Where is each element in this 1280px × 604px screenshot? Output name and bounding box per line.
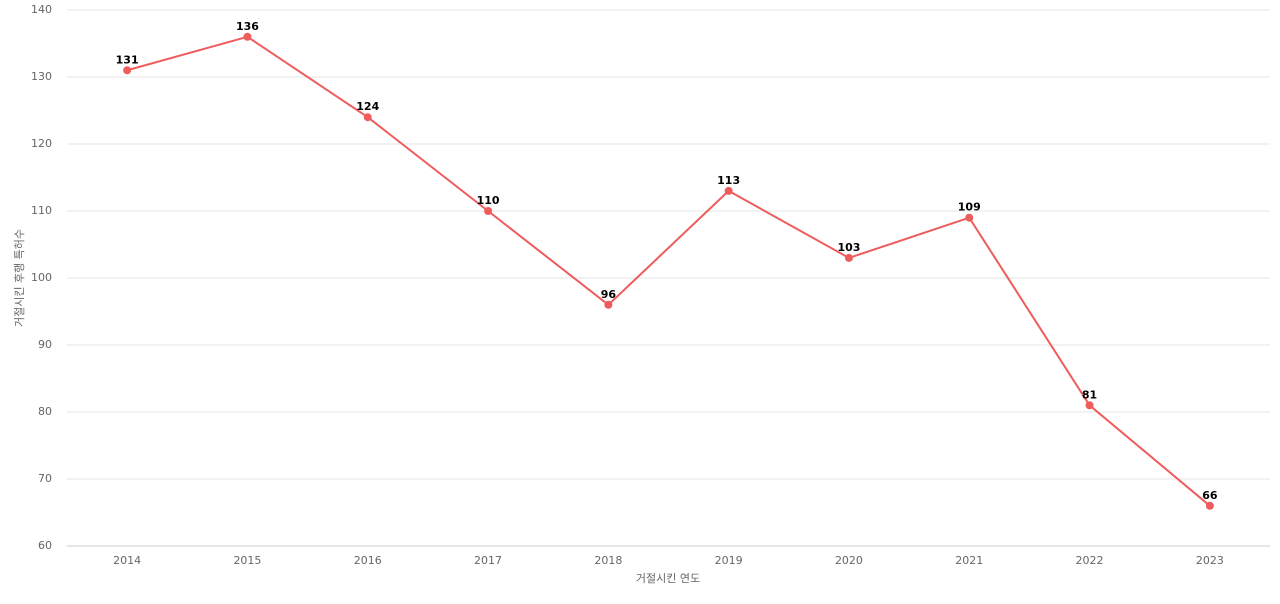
y-tick-label: 140 (31, 3, 52, 16)
value-label: 103 (837, 241, 860, 254)
x-axis-label: 거절시킨 연도 (636, 572, 700, 585)
value-label: 131 (116, 53, 139, 66)
value-label: 113 (717, 174, 740, 187)
value-label: 124 (356, 100, 379, 113)
y-tick-label: 120 (31, 137, 52, 150)
value-label: 66 (1202, 489, 1218, 502)
point (243, 32, 252, 41)
point (484, 207, 493, 215)
x-tick-label: 2014 (113, 554, 141, 567)
value-label: 110 (477, 194, 500, 207)
value-label: 136 (236, 20, 259, 33)
x-tick-label: 2016 (354, 554, 382, 567)
x-tick-label: 2017 (474, 554, 502, 567)
point (123, 66, 132, 75)
point (724, 186, 733, 195)
point (363, 113, 372, 122)
x-tick-label: 2021 (955, 554, 983, 567)
x-tick-label: 2022 (1076, 554, 1104, 567)
point (1205, 501, 1214, 510)
y-tick-label: 80 (38, 405, 52, 418)
x-tick-label: 2023 (1196, 554, 1224, 567)
x-tick-label: 2019 (715, 554, 743, 567)
y-tick-label: 110 (31, 204, 52, 217)
point (965, 213, 974, 222)
x-tick-label: 2015 (233, 554, 261, 567)
point (844, 253, 853, 262)
x-tick-label: 2018 (594, 554, 622, 567)
value-label: 109 (958, 201, 981, 214)
y-tick-label: 60 (38, 539, 52, 552)
y-tick-label: 70 (38, 472, 52, 485)
value-label: 96 (601, 288, 617, 301)
point (1085, 401, 1094, 410)
line (126, 35, 1211, 507)
y-tick-label: 130 (31, 70, 52, 83)
y-tick-label: 100 (31, 271, 52, 284)
y-tick-label: 90 (38, 338, 52, 351)
value-label: 81 (1082, 388, 1097, 401)
y-axis-label: 거절시킨 후행 특허수 (13, 229, 26, 327)
x-tick-label: 2020 (835, 554, 863, 567)
point (604, 300, 613, 309)
